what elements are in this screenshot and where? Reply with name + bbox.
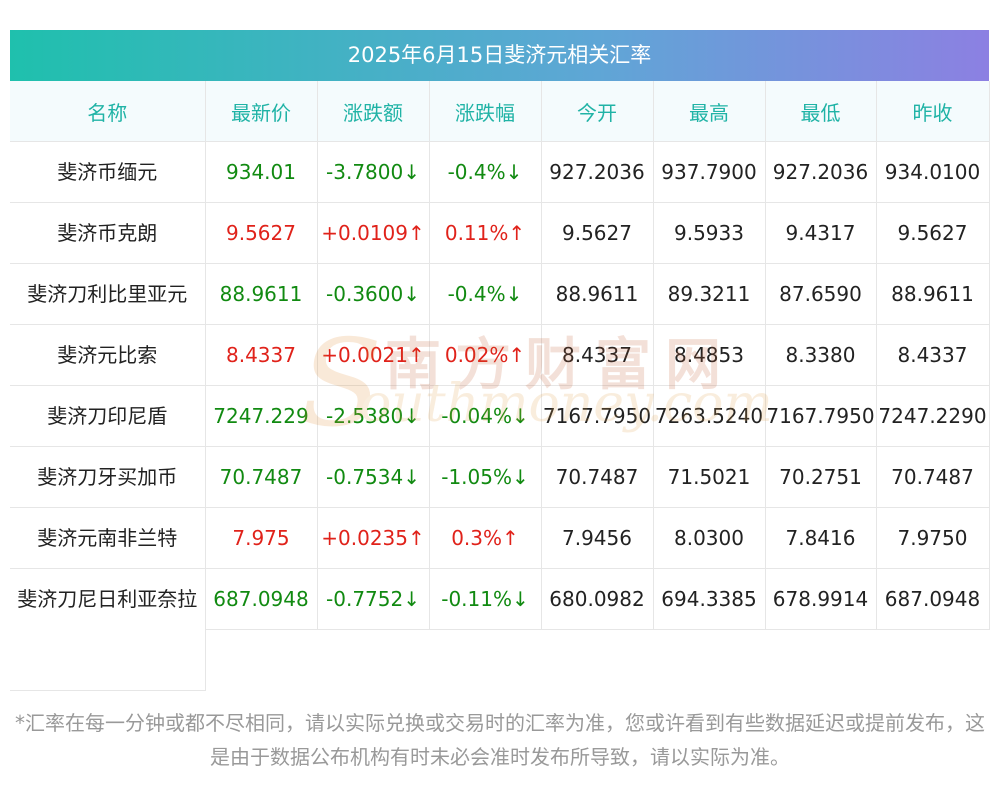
cell-low: 927.2036 [765, 141, 877, 203]
header-latest: 最新价 [205, 81, 318, 142]
cell-pct: 0.11%↑ [429, 202, 542, 264]
cell-prev: 70.7487 [876, 446, 990, 508]
table-row: 斐济元比索 8.4337 +0.0021↑ 0.02%↑ 8.4337 8.4853 8.3… [10, 324, 990, 386]
cell-prev: 7247.2290 [876, 385, 990, 447]
cell-low: 70.2751 [765, 446, 877, 508]
cell-low: 87.6590 [765, 263, 877, 325]
cell-pct: 0.3%↑ [429, 507, 542, 569]
cell-name: 斐济币克朗 [10, 202, 206, 264]
cell-prev: 9.5627 [876, 202, 990, 264]
cell-pct: -1.05%↓ [429, 446, 542, 508]
blank-cell [429, 630, 541, 691]
cell-latest: 88.9611 [205, 263, 318, 325]
blank-cell [653, 630, 765, 691]
header-pct: 涨跌幅 [429, 81, 542, 142]
cell-change: -2.5380↓ [317, 385, 430, 447]
cell-open: 9.5627 [541, 202, 654, 264]
blank-cell [205, 630, 317, 691]
cell-pct: -0.11%↓ [429, 568, 542, 630]
cell-pct: -0.4%↓ [429, 263, 542, 325]
header-prev: 昨收 [876, 81, 990, 142]
cell-high: 7263.5240 [653, 385, 766, 447]
cell-name: 斐济币缅元 [10, 141, 206, 203]
cell-latest: 70.7487 [205, 446, 318, 508]
cell-change: +0.0235↑ [317, 507, 430, 569]
cell-latest: 934.01 [205, 141, 318, 203]
cell-name: 斐济元比索 [10, 324, 206, 386]
cell-change: +0.0109↑ [317, 202, 430, 264]
blank-cell [765, 630, 876, 691]
blank-cell [541, 630, 653, 691]
table-row: 斐济币缅元 934.01 -3.7800↓ -0.4%↓ 927.2036 937.790… [10, 141, 990, 203]
cell-pct: -0.04%↓ [429, 385, 542, 447]
table-row: 斐济刀印尼盾 7247.229 -2.5380↓ -0.04%↓ 7167.7950 72… [10, 385, 990, 447]
cell-open: 7167.7950 [541, 385, 654, 447]
cell-change: +0.0021↑ [317, 324, 430, 386]
cell-open: 8.4337 [541, 324, 654, 386]
cell-high: 694.3385 [653, 568, 766, 630]
table-row: 斐济刀牙买加币 70.7487 -0.7534↓ -1.05%↓ 70.7487 71.5… [10, 446, 990, 508]
cell-change: -0.7534↓ [317, 446, 430, 508]
header-high: 最高 [653, 81, 766, 142]
header-open: 今开 [541, 81, 654, 142]
header-change: 涨跌额 [317, 81, 430, 142]
header-name: 名称 [10, 81, 206, 142]
cell-high: 937.7900 [653, 141, 766, 203]
blank-cell [317, 630, 429, 691]
table-row: 斐济元南非兰特 7.975 +0.0235↑ 0.3%↑ 7.9456 8.0300 7.8… [10, 507, 990, 569]
cell-name: 斐济元南非兰特 [10, 507, 206, 569]
cell-prev: 7.9750 [876, 507, 990, 569]
cell-open: 7.9456 [541, 507, 654, 569]
table-row: 斐济刀利比里亚元 88.9611 -0.3600↓ -0.4%↓ 88.9611 89.3… [10, 263, 990, 325]
cell-change: -3.7800↓ [317, 141, 430, 203]
cell-high: 71.5021 [653, 446, 766, 508]
cell-name: 斐济刀尼日利亚奈拉 [10, 568, 206, 691]
disclaimer-note: *汇率在每一分钟或都不尽相同，请以实际兑换或交易时的汇率为准，您或许看到有些数据… [15, 711, 985, 769]
cell-latest: 687.0948 [205, 568, 318, 630]
rates-table: 名称 最新价 涨跌额 涨跌幅 今开 最高 最低 昨收 斐济币缅元 934.01 -3… [10, 81, 990, 691]
cell-open: 927.2036 [541, 141, 654, 203]
cell-high: 9.5933 [653, 202, 766, 264]
cell-latest: 7247.229 [205, 385, 318, 447]
cell-pct: 0.02%↑ [429, 324, 542, 386]
table-row: 斐济刀尼日利亚奈拉 687.0948 -0.7752↓ -0.11%↓ 680.0982… [10, 568, 990, 691]
cell-low: 8.3380 [765, 324, 877, 386]
cell-open: 70.7487 [541, 446, 654, 508]
cell-low: 7167.7950 [765, 385, 877, 447]
cell-change: -0.7752↓ [317, 568, 430, 630]
table-title: 2025年6月15日斐济元相关汇率 [10, 30, 989, 81]
cell-change: -0.3600↓ [317, 263, 430, 325]
rates-panel: 2025年6月15日斐济元相关汇率 名称 最新价 涨跌额 涨跌幅 今开 最高 最… [10, 30, 990, 691]
cell-high: 89.3211 [653, 263, 766, 325]
cell-pct: -0.4%↓ [429, 141, 542, 203]
cell-high: 8.4853 [653, 324, 766, 386]
cell-low: 9.4317 [765, 202, 877, 264]
cell-open: 680.0982 [541, 568, 654, 630]
table-row: 斐济币克朗 9.5627 +0.0109↑ 0.11%↑ 9.5627 9.5933 9.4… [10, 202, 990, 264]
cell-low: 678.9914 [765, 568, 877, 630]
cell-name: 斐济刀印尼盾 [10, 385, 206, 447]
cell-prev: 934.0100 [876, 141, 990, 203]
header-low: 最低 [765, 81, 877, 142]
cell-latest: 9.5627 [205, 202, 318, 264]
header-row: 名称 最新价 涨跌额 涨跌幅 今开 最高 最低 昨收 [10, 81, 990, 142]
cell-name: 斐济刀利比里亚元 [10, 263, 206, 325]
cell-latest: 8.4337 [205, 324, 318, 386]
cell-name: 斐济刀牙买加币 [10, 446, 206, 508]
cell-latest: 7.975 [205, 507, 318, 569]
cell-open: 88.9611 [541, 263, 654, 325]
cell-low: 7.8416 [765, 507, 877, 569]
cell-high: 8.0300 [653, 507, 766, 569]
cell-prev: 8.4337 [876, 324, 990, 386]
blank-cell [876, 630, 989, 691]
cell-prev: 88.9611 [876, 263, 990, 325]
cell-prev: 687.0948 [876, 568, 990, 630]
